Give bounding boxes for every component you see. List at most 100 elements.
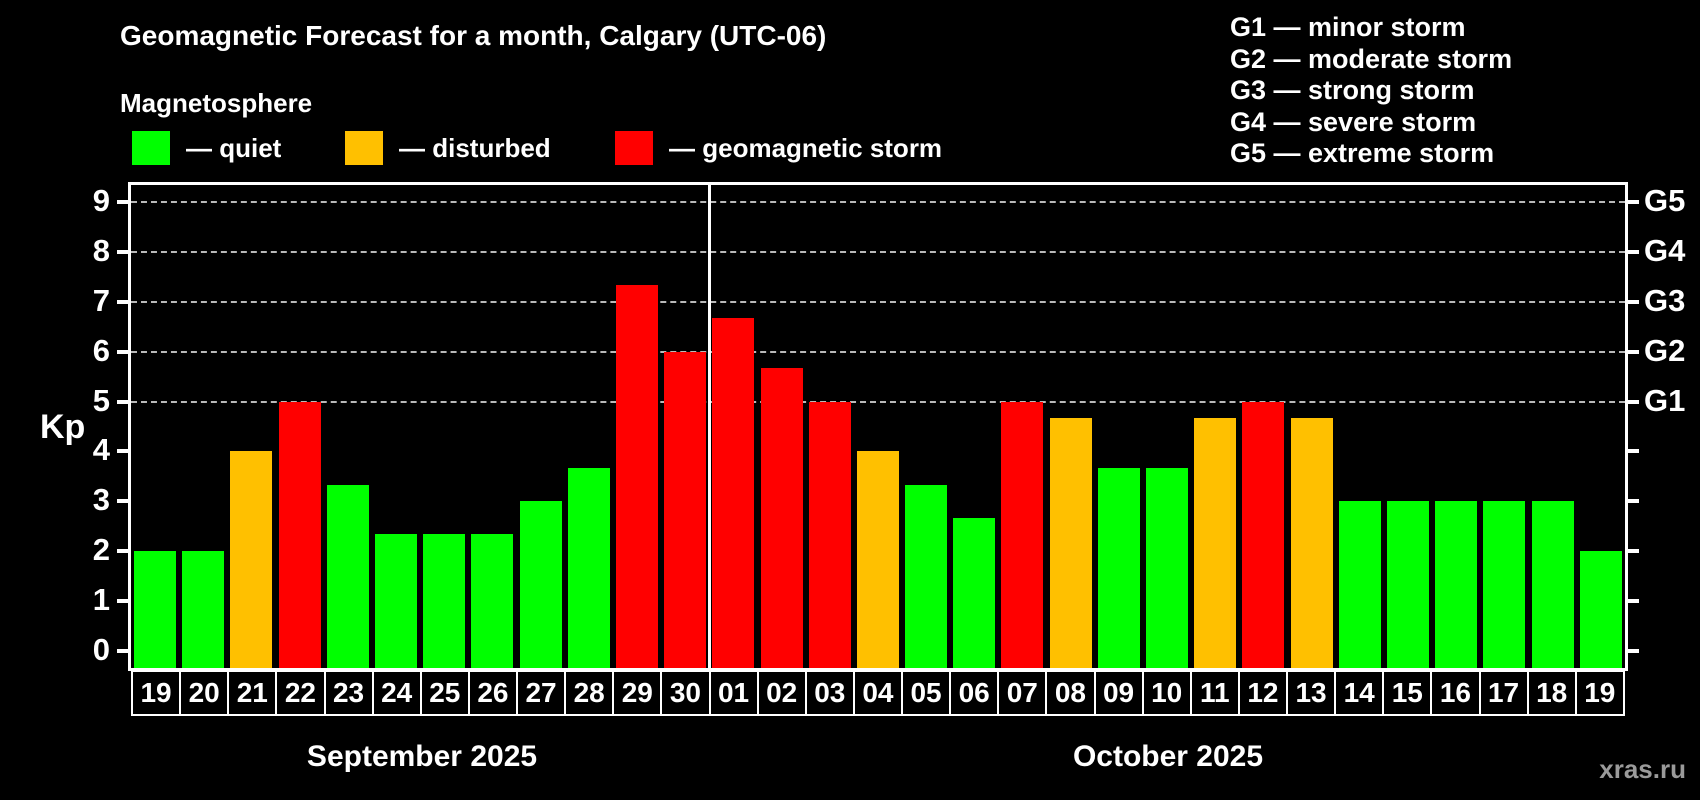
magnetosphere-label: Magnetosphere	[120, 88, 313, 118]
quiet-color-swatch	[132, 131, 170, 165]
left-tick-6	[117, 349, 131, 354]
right-axis-label-G4: G4	[1644, 233, 1686, 269]
right-tick-5	[1625, 399, 1639, 404]
bar-day-01-storm	[712, 318, 755, 668]
bar-day-04-disturbed	[856, 451, 899, 668]
left-tick-3	[117, 499, 131, 504]
right-axis-label-G2: G2	[1644, 332, 1686, 368]
y-axis-title: Kp	[40, 408, 86, 446]
day-cell-05: 05	[901, 670, 952, 716]
bar-day-20-quiet	[182, 550, 225, 668]
day-cell-01: 01	[708, 670, 759, 716]
bar-day-28-quiet	[567, 467, 610, 668]
disturbed-color-swatch	[345, 131, 383, 165]
page-title: Geomagnetic Forecast for a month, Calgar…	[120, 20, 827, 51]
legend-item-storm: — geomagnetic storm	[615, 130, 942, 166]
y-tick-label-8: 8	[92, 233, 110, 269]
bar-day-19-quiet	[1579, 550, 1622, 668]
legend-item-disturbed: — disturbed	[345, 130, 551, 166]
day-cell-18: 18	[1526, 670, 1577, 716]
bar-day-11-disturbed	[1194, 417, 1237, 668]
x-axis-day-labels: 19 20 21 22 23 24 25 26 27 28 29 30 01 02 03 04 05 06 07 08…	[131, 670, 1625, 716]
right-axis-label-G5: G5	[1644, 183, 1686, 219]
month-label-october: October 2025	[1072, 740, 1264, 773]
y-tick-label-2: 2	[92, 531, 110, 567]
y-tick-label-5: 5	[92, 382, 110, 418]
day-cell-08: 08	[1045, 670, 1096, 716]
day-cell-19: 19	[1574, 670, 1625, 716]
g5-legend-line: G5 — extreme storm	[1230, 138, 1495, 168]
plot-area	[128, 182, 1628, 671]
bar-day-15-quiet	[1387, 501, 1430, 668]
bar-day-02-storm	[760, 368, 803, 668]
day-cell-07: 07	[997, 670, 1048, 716]
g2-legend-line: G2 — moderate storm	[1230, 43, 1513, 74]
right-tick-6	[1625, 349, 1639, 354]
day-cell-27: 27	[516, 670, 567, 716]
bar-day-21-disturbed	[230, 451, 273, 668]
bar-day-30-storm	[664, 351, 707, 668]
day-cell-14: 14	[1334, 670, 1385, 716]
g1-legend-line: G1 — minor storm	[1230, 12, 1466, 42]
day-cell-03: 03	[804, 670, 855, 716]
right-axis-label-G3: G3	[1644, 282, 1686, 318]
y-tick-label-6: 6	[92, 332, 110, 368]
bar-day-26-quiet	[471, 534, 514, 668]
g3-legend-line: G3 — strong storm	[1230, 75, 1475, 105]
right-tick-2	[1625, 548, 1639, 553]
day-cell-11: 11	[1189, 670, 1240, 716]
day-cell-28: 28	[564, 670, 615, 716]
right-tick-4	[1625, 449, 1639, 454]
day-cell-26: 26	[467, 670, 518, 716]
gridline-kp5	[131, 400, 1625, 403]
bar-day-05-quiet	[905, 484, 948, 668]
bar-day-10-quiet	[1146, 467, 1189, 668]
day-cell-21: 21	[227, 670, 278, 716]
legend-disturbed-label: — disturbed	[399, 132, 551, 163]
bar-day-07-storm	[1001, 401, 1044, 668]
left-tick-2	[117, 548, 131, 553]
day-cell-16: 16	[1430, 670, 1481, 716]
storm-scale-legend: G1 — minor storm G2 — moderate storm G3 …	[1230, 12, 1512, 170]
bar-day-23-quiet	[326, 484, 369, 668]
day-cell-10: 10	[1141, 670, 1192, 716]
bar-day-14-quiet	[1338, 501, 1381, 668]
storm-color-swatch	[615, 131, 653, 165]
bar-day-09-quiet	[1097, 467, 1140, 668]
bar-day-17-quiet	[1483, 501, 1526, 668]
right-tick-0	[1625, 648, 1639, 653]
left-tick-7	[117, 299, 131, 304]
day-cell-30: 30	[660, 670, 711, 716]
y-tick-label-4: 4	[92, 432, 110, 468]
day-cell-22: 22	[275, 670, 326, 716]
y-tick-label-9: 9	[92, 183, 110, 219]
day-cell-29: 29	[612, 670, 663, 716]
bar-day-12-storm	[1242, 401, 1285, 668]
right-tick-1	[1625, 598, 1639, 603]
right-tick-9	[1625, 200, 1639, 205]
day-cell-17: 17	[1478, 670, 1529, 716]
gridline-kp6	[131, 350, 1625, 353]
gridline-kp8	[131, 251, 1625, 254]
gridline-kp7	[131, 300, 1625, 303]
legend-quiet-label: — quiet	[186, 132, 282, 163]
gridline-kp9	[131, 201, 1625, 204]
y-tick-label-3: 3	[92, 482, 110, 518]
bar-day-16-quiet	[1435, 501, 1478, 668]
bar-day-22-storm	[278, 401, 321, 668]
y-tick-label-7: 7	[92, 282, 110, 318]
bar-day-27-quiet	[519, 501, 562, 668]
bar-day-06-quiet	[953, 517, 996, 668]
day-cell-24: 24	[371, 670, 422, 716]
bar-day-24-quiet	[374, 534, 417, 668]
bar-day-03-storm	[808, 401, 851, 668]
left-tick-8	[117, 250, 131, 255]
xras-watermark[interactable]: xras.ru	[1599, 754, 1686, 784]
bar-day-25-quiet	[423, 534, 466, 668]
left-tick-0	[117, 648, 131, 653]
y-tick-label-0: 0	[92, 631, 110, 667]
left-tick-5	[117, 399, 131, 404]
day-cell-04: 04	[852, 670, 903, 716]
day-cell-19: 19	[131, 670, 182, 716]
